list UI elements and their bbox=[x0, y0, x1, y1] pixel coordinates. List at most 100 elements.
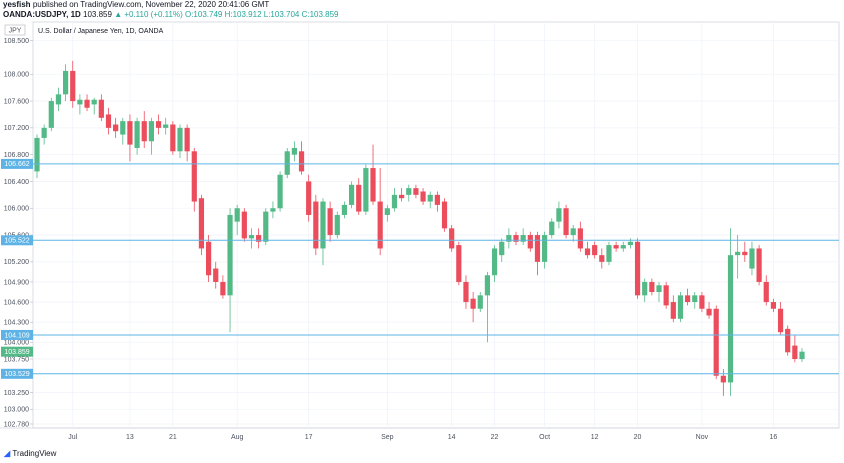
candle-body bbox=[477, 295, 483, 309]
candle-body bbox=[334, 214, 340, 236]
candle-body bbox=[34, 137, 40, 172]
candle-body bbox=[177, 127, 183, 152]
candle-body bbox=[413, 188, 419, 195]
candle-body bbox=[384, 208, 390, 215]
x-tick-label: 22 bbox=[491, 434, 499, 441]
y-tick-label: 103.750 bbox=[4, 356, 29, 363]
x-tick-label: 17 bbox=[305, 434, 313, 441]
candle-body bbox=[55, 94, 62, 105]
candle-body bbox=[77, 99, 83, 105]
price: 103.859 bbox=[83, 10, 112, 19]
publish-line: yesfish published on TradingView.com, No… bbox=[3, 0, 339, 10]
change: ▲ +0.110 (+0.11%) bbox=[114, 10, 183, 19]
candle-body bbox=[670, 302, 676, 319]
candle-body bbox=[520, 235, 526, 242]
level-label-box bbox=[1, 158, 33, 169]
candle-body bbox=[148, 121, 154, 142]
candle-body bbox=[634, 241, 641, 296]
published: published on TradingView.com, November 2… bbox=[32, 0, 270, 9]
level-label: 105.522 bbox=[4, 238, 29, 245]
candle-body bbox=[742, 251, 748, 256]
candle-body bbox=[256, 235, 262, 242]
y-tick-label: 104.600 bbox=[4, 299, 29, 306]
candle-body bbox=[592, 245, 598, 256]
x-tick-label: 12 bbox=[591, 434, 599, 441]
y-tick-label: 106.000 bbox=[4, 206, 29, 213]
candle-body bbox=[484, 275, 491, 296]
y-tick-label: 106.400 bbox=[4, 179, 29, 186]
candle-body bbox=[198, 198, 205, 249]
candle-body bbox=[506, 235, 512, 242]
candle-body bbox=[749, 248, 755, 269]
candle-body bbox=[763, 281, 769, 303]
logo: ◢ bbox=[4, 449, 13, 458]
x-tick-label: 20 bbox=[634, 434, 642, 441]
candle-body bbox=[134, 121, 140, 148]
low: L:103.704 bbox=[263, 10, 300, 19]
symbol: OANDA:USDJPY, 1D bbox=[3, 10, 81, 19]
candle-body bbox=[456, 245, 462, 282]
candle-body bbox=[420, 191, 426, 202]
candle-body bbox=[663, 285, 669, 306]
candle-body bbox=[320, 201, 326, 249]
axes: 108.500 108.000 107.600 107.200 106.800 106.4… bbox=[1, 38, 777, 441]
x-tick-label: Oct bbox=[539, 434, 550, 441]
candle-body bbox=[184, 127, 190, 152]
candle-body bbox=[491, 248, 498, 276]
candle-body bbox=[377, 201, 383, 249]
candle-body bbox=[563, 208, 569, 236]
candle-body bbox=[713, 308, 719, 376]
candle-body bbox=[799, 351, 805, 360]
candle-body bbox=[84, 99, 90, 108]
level-label: 104.109 bbox=[4, 332, 29, 339]
candle-body bbox=[449, 228, 455, 249]
candle-body bbox=[141, 121, 147, 142]
candle-body bbox=[391, 194, 398, 209]
footer: ◢ TradingView bbox=[4, 449, 56, 458]
y-tick-label: 102.780 bbox=[4, 421, 29, 428]
candle-body bbox=[62, 70, 69, 95]
y-tick-label: 105.200 bbox=[4, 259, 29, 266]
candle-body bbox=[463, 281, 469, 303]
candle-body bbox=[499, 241, 505, 256]
candle-body bbox=[313, 201, 319, 249]
x-tick-label: Sep bbox=[381, 434, 394, 441]
candle-body bbox=[642, 281, 648, 296]
y-tick-label: 107.600 bbox=[4, 98, 29, 105]
candle-body bbox=[41, 127, 47, 138]
candle-body bbox=[163, 124, 169, 128]
candle-body bbox=[213, 268, 219, 282]
candle-body bbox=[599, 255, 605, 262]
candle-body bbox=[785, 328, 791, 353]
author: yesfish bbox=[3, 0, 31, 9]
candle-body bbox=[70, 70, 76, 102]
candle-body bbox=[155, 121, 162, 128]
currency-box bbox=[4, 24, 26, 36]
candle-body bbox=[284, 151, 290, 175]
y-tick-label: 104.000 bbox=[4, 340, 29, 347]
candle-body bbox=[91, 99, 97, 105]
candle-body bbox=[649, 281, 655, 292]
candle-body bbox=[306, 181, 312, 215]
brand: TradingView bbox=[12, 449, 57, 458]
candle-body bbox=[606, 245, 612, 262]
candle-body bbox=[191, 151, 197, 202]
candle-body bbox=[113, 124, 119, 132]
level-label-box bbox=[1, 235, 33, 246]
x-tick-label: 13 bbox=[126, 434, 134, 441]
candle-body bbox=[170, 124, 176, 152]
candle-body bbox=[341, 204, 348, 215]
candle-body bbox=[98, 99, 104, 118]
candle-body bbox=[263, 211, 269, 242]
candle-body bbox=[534, 235, 541, 262]
y-tick-label: 103.000 bbox=[4, 407, 29, 414]
candle-body bbox=[291, 147, 297, 155]
close: C:103.859 bbox=[301, 10, 339, 19]
y-tick-label: 104.900 bbox=[4, 279, 29, 286]
x-tick-label: Nov bbox=[696, 434, 709, 441]
candle-body bbox=[685, 295, 691, 303]
candle-body bbox=[513, 235, 519, 242]
candle-body bbox=[248, 235, 255, 239]
candles bbox=[33, 60, 839, 396]
